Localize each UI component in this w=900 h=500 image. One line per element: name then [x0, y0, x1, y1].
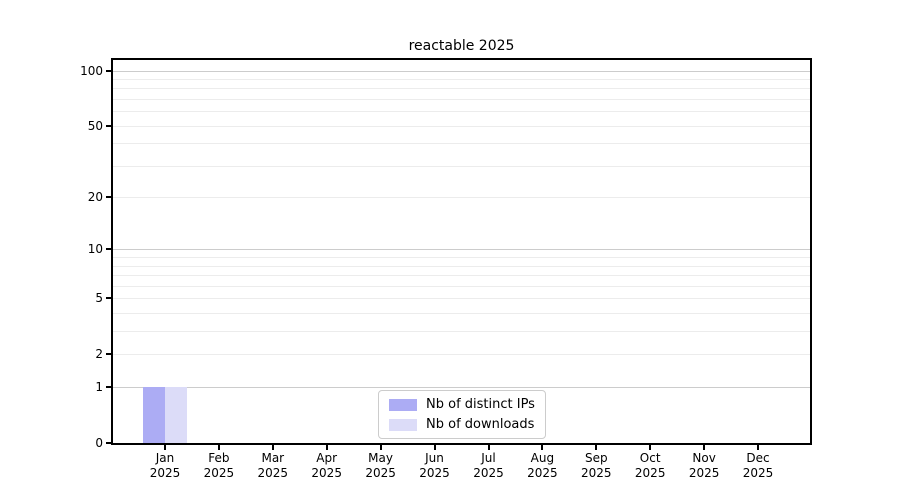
- y-tick-label: 100: [80, 63, 103, 78]
- legend-row-distinct-ips: Nb of distinct IPs: [389, 397, 535, 412]
- y-tick-label: 0: [95, 436, 103, 450]
- x-axis-tick: [703, 445, 706, 450]
- y-axis-tick: [106, 248, 111, 251]
- legend-swatch-downloads: [389, 418, 417, 431]
- gridline-minor: [113, 285, 810, 287]
- gridline-minor: [113, 275, 810, 277]
- x-axis-tick: [271, 445, 274, 450]
- x-tick-label: Nov 2025: [688, 451, 720, 480]
- x-tick-label: Sep 2025: [581, 451, 612, 480]
- x-axis-tick: [164, 445, 166, 450]
- x-tick-label: Jun 2025: [419, 451, 450, 480]
- x-tick-label: Oct 2025: [634, 451, 666, 480]
- x-axis-tick: [595, 445, 598, 450]
- x-tick-label: Jan 2025: [149, 451, 181, 480]
- legend-label-distinct-ips: Nb of distinct IPs: [426, 397, 535, 412]
- legend-label-downloads: Nb of downloads: [426, 417, 535, 432]
- y-axis-tick: [106, 442, 111, 444]
- x-axis-tick: [379, 445, 382, 450]
- legend-row-downloads: Nb of downloads: [389, 417, 535, 432]
- y-axis-tick: [106, 124, 111, 127]
- gridline-minor: [113, 111, 810, 113]
- y-axis-tick: [106, 196, 111, 199]
- x-axis-tick: [757, 445, 759, 450]
- gridline-minor: [113, 197, 810, 199]
- y-axis-tick: [106, 353, 111, 356]
- gridline-minor: [113, 298, 810, 300]
- legend-swatch-distinct-ips: [389, 398, 417, 411]
- y-axis-tick: [106, 69, 111, 72]
- gridline-minor: [113, 331, 810, 333]
- gridline-minor: [113, 125, 810, 127]
- x-tick-label: Mar 2025: [257, 451, 289, 480]
- gridline-major: [113, 387, 810, 389]
- x-tick-label: Feb 2025: [203, 451, 235, 480]
- x-tick-label: Apr 2025: [311, 451, 342, 480]
- legend: Nb of distinct IPs Nb of downloads: [378, 390, 546, 439]
- gridline-minor: [113, 98, 810, 100]
- x-axis-tick: [487, 445, 490, 450]
- x-axis-tick: [325, 445, 328, 450]
- y-axis-tick: [106, 297, 111, 300]
- gridline-minor: [113, 78, 810, 80]
- x-axis-tick: [649, 445, 652, 450]
- x-axis-tick: [541, 445, 544, 450]
- gridline-minor: [113, 313, 810, 315]
- gridline-minor: [113, 143, 810, 145]
- y-tick-label: 20: [87, 190, 103, 205]
- y-tick-label: 2: [95, 347, 103, 362]
- bar: [143, 387, 165, 443]
- gridline-major: [113, 70, 810, 72]
- x-axis-tick: [433, 445, 436, 450]
- gridline-minor: [113, 257, 810, 259]
- y-tick-label: 10: [87, 242, 103, 257]
- x-tick-label: May 2025: [365, 451, 396, 480]
- y-tick-label: 1: [95, 380, 103, 395]
- x-tick-label: Aug 2025: [527, 451, 558, 480]
- bar: [165, 387, 187, 443]
- y-tick-label: 50: [87, 118, 103, 133]
- gridline-minor: [113, 165, 810, 167]
- x-tick-label: Jul 2025: [473, 451, 504, 480]
- y-tick-label: 5: [95, 291, 103, 306]
- gridline-major: [113, 249, 810, 251]
- x-tick-label: Dec 2025: [742, 451, 774, 480]
- y-axis-tick: [106, 386, 111, 389]
- gridline-minor: [113, 88, 810, 90]
- gridline-minor: [113, 354, 810, 356]
- chart-title: reactable 2025: [408, 38, 515, 54]
- x-axis-tick: [217, 445, 220, 450]
- gridline-minor: [113, 265, 810, 267]
- plot-area: [111, 58, 812, 445]
